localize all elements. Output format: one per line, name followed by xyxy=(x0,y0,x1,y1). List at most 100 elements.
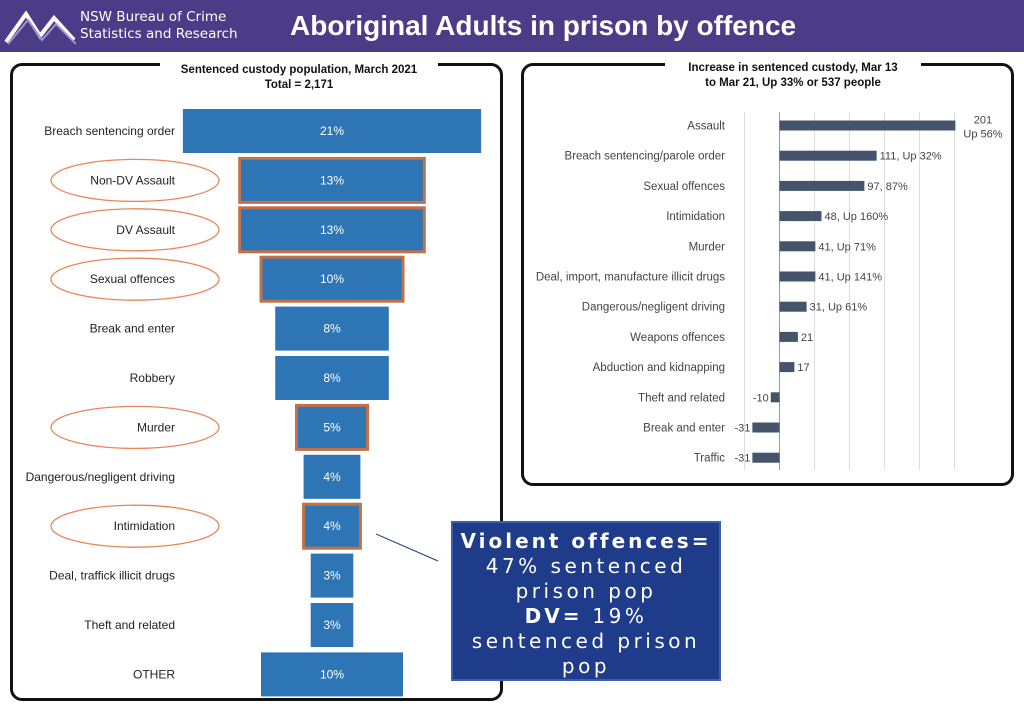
increase-value-label-assault-line2: Up 56% xyxy=(963,129,1002,141)
funnel-bar-robbery xyxy=(275,356,389,400)
increase-value-label-break-and-enter: -31 xyxy=(734,423,750,435)
increase-bar-break-and-enter xyxy=(752,422,780,433)
highlight-ellipse-sexual-offences xyxy=(50,257,220,301)
funnel-bar-dangerous-negligent-driving xyxy=(303,454,361,499)
funnel-bar-non-dv-assault xyxy=(238,156,426,204)
increase-category-label-traffic: Traffic xyxy=(694,453,726,465)
increase-value-label-weapons-offences: 21 xyxy=(801,332,813,344)
highlight-ellipse-dv-assault xyxy=(50,208,220,252)
highlight-ellipse-intimidation xyxy=(50,504,220,548)
increase-category-label-murder: Murder xyxy=(689,241,726,253)
funnel-bar-intimidation xyxy=(302,502,362,550)
increase-value-label-assault-line1: 201 xyxy=(974,115,992,127)
funnel-category-label-murder: Murder xyxy=(137,420,175,434)
callout-line1: Violent offences= xyxy=(460,529,712,553)
funnel-category-label-dv-assault: DV Assault xyxy=(116,223,175,237)
funnel-value-label-non-dv-assault: 13% xyxy=(320,173,344,187)
funnel-value-label-breach-sentencing-order: 21% xyxy=(320,124,344,138)
org-name-line1: NSW Bureau of Crime xyxy=(80,9,227,25)
increase-bar-breach-sentencing-parole-order xyxy=(779,150,877,161)
increase-value-label-deal-import-manufacture-illicit-drugs: 41, Up 141% xyxy=(818,272,882,284)
increase-category-label-break-and-enter: Break and enter xyxy=(643,423,725,435)
page-title: Aboriginal Adults in prison by offence xyxy=(290,10,797,41)
increase-category-label-theft-and-related: Theft and related xyxy=(638,392,725,404)
increase-category-label-breach-sentencing-parole-order: Breach sentencing/parole order xyxy=(565,151,726,163)
left-chart-title-line1: Sentenced custody population, March 2021 xyxy=(180,64,418,76)
callout-line4-bold: DV= xyxy=(524,604,583,628)
increase-bar-deal-import-manufacture-illicit-drugs xyxy=(779,271,816,282)
funnel-category-label-deal-traffick-illicit-drugs: Deal, traffick illicit drugs xyxy=(49,569,175,583)
funnel-category-label-sexual-offences: Sexual offences xyxy=(90,272,175,286)
increase-value-label-abduction-and-kidnapping: 17 xyxy=(797,362,809,374)
funnel-value-label-theft-and-related: 3% xyxy=(323,618,341,632)
funnel-value-label-break-and-enter: 8% xyxy=(323,322,341,336)
funnel-category-label-theft-and-related: Theft and related xyxy=(84,618,175,632)
highlight-ellipse-non-dv-assault xyxy=(50,158,220,203)
funnel-value-label-dv-assault: 13% xyxy=(320,223,344,237)
funnel-value-label-robbery: 8% xyxy=(323,371,341,385)
increase-value-label-traffic: -31 xyxy=(734,453,750,465)
funnel-category-label-breach-sentencing-order: Breach sentencing order xyxy=(44,124,175,138)
increase-category-label-sexual-offences: Sexual offences xyxy=(643,181,725,193)
funnel-category-label-dangerous-negligent-driving: Dangerous/negligent driving xyxy=(26,470,175,484)
increase-bar-theft-and-related xyxy=(770,392,780,403)
left-chart-title: Sentenced custody population, March 2021… xyxy=(160,63,438,93)
increase-value-label-dangerous-negligent-driving: 31, Up 61% xyxy=(810,302,868,314)
increase-category-label-assault: Assault xyxy=(687,121,726,133)
funnel-value-label-deal-traffick-illicit-drugs: 3% xyxy=(323,569,341,583)
callout-connector-line xyxy=(375,533,439,562)
funnel-bar-other xyxy=(261,652,403,697)
increase-category-label-intimidation: Intimidation xyxy=(666,211,725,223)
increase-value-label-murder: 41, Up 71% xyxy=(818,241,876,253)
header-banner: NSW Bureau of Crime Statistics and Resea… xyxy=(0,0,1024,52)
funnel-category-label-other: OTHER xyxy=(133,667,175,681)
right-chart-title-line2: to Mar 21, Up 33% or 537 people xyxy=(705,77,881,89)
funnel-bar-dv-assault xyxy=(238,206,426,254)
funnel-value-label-other: 10% xyxy=(320,667,344,681)
highlight-ellipse-murder xyxy=(50,405,220,450)
funnel-value-label-murder: 5% xyxy=(323,420,341,434)
right-chart-title: Increase in sentenced custody, Mar 13 to… xyxy=(665,61,921,91)
funnel-bar-deal-traffick-illicit-drugs xyxy=(310,553,354,598)
right-chart-panel xyxy=(521,63,1014,486)
violent-offences-callout: Violent offences= 47% sentenced prison p… xyxy=(451,521,721,681)
increase-category-label-abduction-and-kidnapping: Abduction and kidnapping xyxy=(593,362,725,374)
increase-category-label-deal-import-manufacture-illicit-drugs: Deal, import, manufacture illicit drugs xyxy=(536,272,725,284)
increase-bar-murder xyxy=(779,241,816,252)
left-chart-title-line2: Total = 2,171 xyxy=(264,79,334,91)
increase-value-label-sexual-offences: 97, 87% xyxy=(867,181,908,193)
increase-value-label-theft-and-related: -10 xyxy=(753,392,769,404)
callout-line6: pop xyxy=(561,654,611,678)
callout-line5: sentenced prison xyxy=(471,629,701,653)
bocsar-logo xyxy=(4,10,76,45)
increase-category-label-dangerous-negligent-driving: Dangerous/negligent driving xyxy=(582,302,725,314)
increase-value-label-intimidation: 48, Up 160% xyxy=(825,211,889,223)
right-chart-title-line1: Increase in sentenced custody, Mar 13 xyxy=(688,62,898,74)
funnel-category-label-non-dv-assault: Non-DV Assault xyxy=(90,173,175,187)
increase-value-label-breach-sentencing-parole-order: 111, Up 32% xyxy=(880,151,942,163)
org-name-line2: Statistics and Research xyxy=(80,26,238,42)
increase-bar-dangerous-negligent-driving xyxy=(779,301,807,312)
funnel-category-label-break-and-enter: Break and enter xyxy=(90,322,175,336)
increase-bar-assault xyxy=(779,120,956,131)
funnel-bar-theft-and-related xyxy=(310,603,354,647)
callout-line4-rest: 19% xyxy=(582,604,648,628)
funnel-value-label-dangerous-negligent-driving: 4% xyxy=(323,470,341,484)
callout-line2: 47% sentenced xyxy=(485,554,687,578)
increase-bar-traffic xyxy=(752,452,780,463)
funnel-category-label-robbery: Robbery xyxy=(130,371,175,385)
callout-line3: prison pop xyxy=(515,579,657,603)
funnel-value-label-sexual-offences: 10% xyxy=(320,272,344,286)
funnel-bar-break-and-enter xyxy=(275,306,389,351)
funnel-bar-sexual-offences xyxy=(259,255,405,303)
increase-bar-abduction-and-kidnapping xyxy=(779,362,795,373)
increase-bar-sexual-offences xyxy=(779,180,865,191)
increase-bar-weapons-offences xyxy=(779,331,798,342)
org-name: NSW Bureau of Crime Statistics and Resea… xyxy=(80,9,238,43)
funnel-value-label-intimidation: 4% xyxy=(323,519,341,533)
funnel-bar-murder xyxy=(295,403,369,451)
funnel-category-label-intimidation: Intimidation xyxy=(114,519,175,533)
funnel-bar-breach-sentencing-order xyxy=(182,109,482,153)
